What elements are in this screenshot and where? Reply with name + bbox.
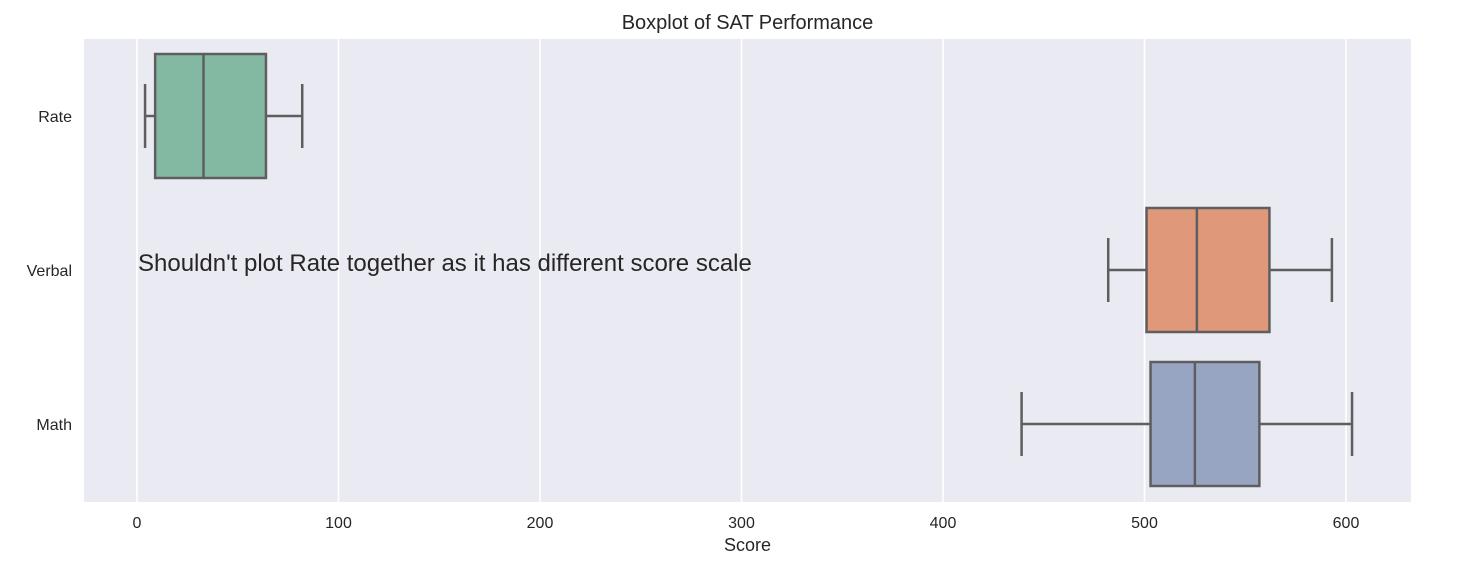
- annotation-text: Shouldn't plot Rate together as it has d…: [138, 250, 752, 277]
- x-tick-label: 0: [133, 515, 142, 532]
- y-axis-ticks: Rate Verbal Math: [27, 109, 72, 434]
- y-tick-label: Math: [36, 417, 72, 434]
- iqr-box: [1145, 206, 1271, 334]
- x-tick-label: 300: [728, 515, 755, 532]
- y-tick-label: Rate: [38, 109, 72, 126]
- x-tick-label: 100: [325, 515, 352, 532]
- y-tick-label: Verbal: [27, 263, 72, 280]
- x-tick-label: 400: [930, 515, 957, 532]
- iqr-box: [1149, 360, 1261, 488]
- x-tick-label: 500: [1131, 515, 1158, 532]
- box-math: [1020, 360, 1354, 488]
- chart-title: Boxplot of SAT Performance: [622, 12, 874, 34]
- boxes: [143, 52, 1354, 488]
- x-tick-label: 600: [1333, 515, 1360, 532]
- iqr-box: [153, 52, 268, 180]
- x-tick-label: 200: [527, 515, 554, 532]
- box-verbal: [1106, 206, 1334, 334]
- x-axis-title: Score: [724, 535, 771, 555]
- box-rate: [143, 52, 304, 180]
- x-axis-ticks: 0 100 200 300 400 500 600: [133, 515, 1360, 532]
